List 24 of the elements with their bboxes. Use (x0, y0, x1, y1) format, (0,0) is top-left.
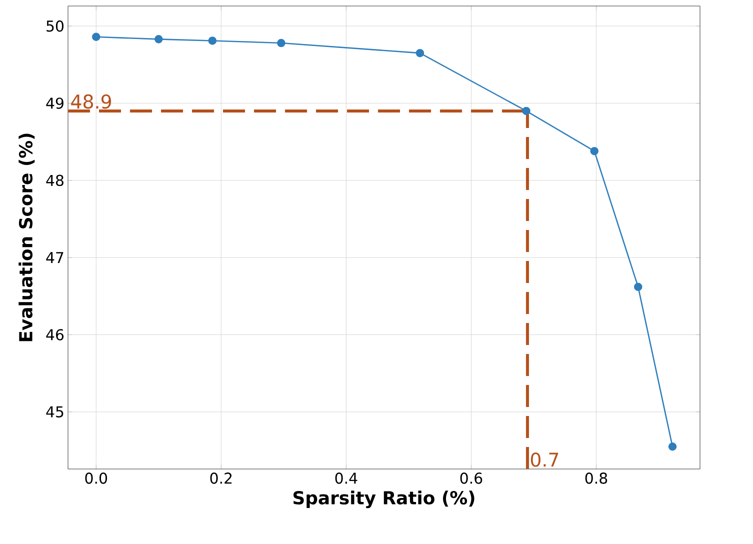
x-tick-label: 0.4 (335, 472, 358, 484)
ref-line-label: 0.7 (530, 452, 558, 467)
y-axis-title: Evaluation Score (%) (18, 134, 35, 342)
point (277, 38, 286, 48)
ref-line-label: 48.9 (71, 94, 111, 109)
y-tick-label: 48 (46, 174, 64, 186)
x-tick-label: 0.2 (210, 472, 232, 484)
x-tick-label: 0.8 (585, 472, 608, 484)
point (668, 442, 677, 451)
point (92, 32, 100, 42)
point (208, 36, 217, 45)
point (590, 146, 598, 156)
y-tick-label: 45 (46, 406, 64, 418)
point (522, 106, 530, 116)
point (154, 35, 163, 44)
x-tick-label: 0.0 (85, 472, 108, 484)
x-axis-title: Sparsity Ratio (%) (294, 490, 474, 508)
x-tick-label: 0.6 (460, 472, 482, 484)
y-tick-label: 50 (46, 20, 64, 32)
y-tick-label: 46 (46, 329, 64, 340)
point (634, 282, 642, 292)
point (416, 48, 424, 58)
y-tick-label: 47 (46, 252, 64, 264)
y-tick-label: 49 (46, 98, 64, 109)
